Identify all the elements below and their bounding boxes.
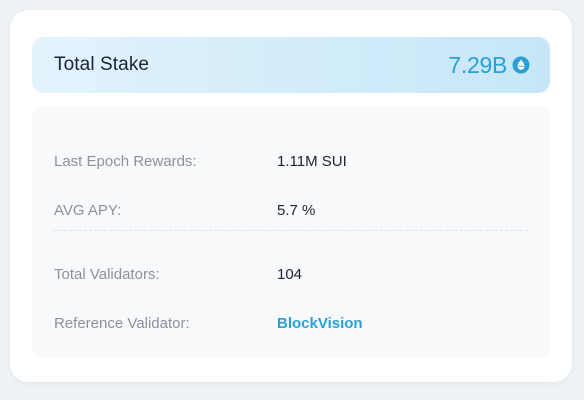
avg-apy-value: 5.7 % <box>277 201 316 219</box>
reference-validator-link[interactable]: BlockVision <box>277 314 363 332</box>
sui-drop-icon <box>512 56 530 74</box>
total-validators-value: 104 <box>277 265 303 283</box>
total-stake-header: Total Stake 7.29B <box>32 37 550 93</box>
total-stake-value-group: 7.29B <box>448 52 530 79</box>
detail-row-last-epoch-rewards: Last Epoch Rewards: 1.11M SUI <box>54 149 528 173</box>
detail-row-total-validators: Total Validators: 104 <box>54 262 528 286</box>
total-validators-label: Total Validators: <box>54 265 160 283</box>
total-stake-value: 7.29B <box>448 51 507 78</box>
avg-apy-label: AVG APY: <box>54 201 122 219</box>
details-divider <box>54 230 528 231</box>
stake-summary-card: Total Stake 7.29B Last Epoch Rewards: 1.… <box>10 10 572 382</box>
reference-validator-label: Reference Validator: <box>54 314 190 332</box>
detail-row-avg-apy: AVG APY: 5.7 % <box>54 198 528 222</box>
stake-details-panel: Last Epoch Rewards: 1.11M SUI AVG APY: 5… <box>32 106 550 358</box>
detail-row-reference-validator: Reference Validator: BlockVision <box>54 311 528 335</box>
last-epoch-rewards-value: 1.11M SUI <box>277 152 347 170</box>
last-epoch-rewards-label: Last Epoch Rewards: <box>54 152 197 170</box>
total-stake-title: Total Stake <box>54 54 150 75</box>
